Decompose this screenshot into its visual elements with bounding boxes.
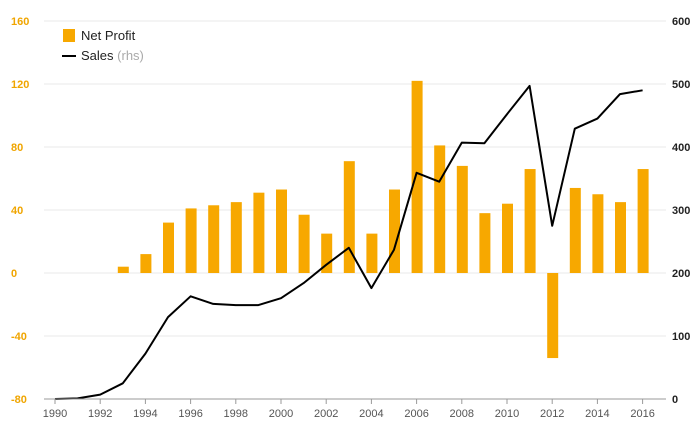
left-tick-label: 120 [11, 79, 29, 91]
net-profit-bar [434, 145, 446, 273]
legend-swatch-net-profit [63, 29, 75, 42]
right-tick-label: 300 [672, 205, 690, 217]
left-tick-label: 80 [11, 142, 23, 154]
x-tick-label: 1990 [43, 408, 67, 420]
net-profit-bar [140, 254, 152, 273]
left-tick-label: -80 [11, 394, 27, 406]
right-tick-label: 500 [672, 79, 690, 91]
left-tick-label: 160 [11, 16, 29, 28]
svg-text:Sales (rhs): Sales (rhs) [81, 48, 144, 63]
x-axis: 1990 1992 1994 1996 1998 2000 2002 2004 2006 2008… [43, 398, 666, 420]
net-profit-bar [615, 202, 626, 273]
x-tick-label: 2000 [269, 408, 293, 420]
net-profit-bar [366, 233, 378, 273]
net-profit-bar [479, 213, 491, 273]
right-tick-label: 400 [672, 142, 690, 154]
net-profit-bar [637, 169, 649, 273]
x-tick-label: 1992 [88, 408, 112, 420]
net-profit-bar [208, 205, 220, 273]
right-tick-label: 600 [672, 16, 690, 28]
sales-line [54, 84, 643, 400]
x-tick-label: 1998 [224, 408, 248, 420]
net-profit-bar [276, 189, 287, 273]
net-profit-bar [185, 208, 197, 273]
legend: Net Profit Sales (rhs) [62, 28, 144, 63]
net-profit-bar [298, 214, 310, 273]
net-profit-bar [117, 266, 129, 273]
left-axis-ticks: -80 -40 0 40 80 120 160 [11, 16, 29, 406]
x-tick-label: 2016 [630, 408, 654, 420]
left-tick-label: 40 [11, 205, 23, 217]
right-axis-ticks: 0 100 200 300 400 500 600 [672, 16, 690, 406]
net-profit-bar [230, 202, 242, 273]
right-tick-label: 200 [672, 268, 690, 280]
net-profit-bar [343, 161, 355, 273]
net-profit-bar [411, 80, 423, 273]
legend-label-sales: Sales [81, 48, 114, 63]
net-profit-bar [389, 189, 400, 273]
x-tick-label: 2004 [359, 408, 383, 420]
net-profit-bar [569, 187, 581, 273]
net-profit-bar [547, 273, 559, 359]
legend-label-sales-rhs: (rhs) [117, 48, 144, 63]
legend-label-net-profit: Net Profit [81, 28, 136, 43]
right-tick-label: 100 [672, 331, 690, 343]
net-profit-bar [321, 233, 333, 273]
x-tick-label: 2012 [540, 408, 564, 420]
left-tick-label: 0 [11, 268, 17, 280]
net-profit-bar [456, 165, 468, 273]
net-profit-bar [502, 203, 513, 273]
x-tick-label: 2002 [314, 408, 338, 420]
right-tick-label: 0 [672, 394, 678, 406]
left-tick-label: -40 [11, 331, 27, 343]
sales-line-series [54, 84, 643, 400]
x-tick-label: 1996 [178, 408, 202, 420]
x-tick-label: 2006 [404, 408, 428, 420]
x-tick-label: 2014 [585, 408, 609, 420]
net-profit-bars [117, 80, 649, 359]
x-tick-label: 1994 [133, 408, 157, 420]
net-profit-bar [163, 222, 174, 273]
net-profit-bar [592, 194, 604, 273]
net-profit-bar [253, 192, 265, 273]
net-profit-bar [524, 169, 536, 273]
x-tick-label: 2010 [495, 408, 519, 420]
x-tick-label: 2008 [450, 408, 474, 420]
